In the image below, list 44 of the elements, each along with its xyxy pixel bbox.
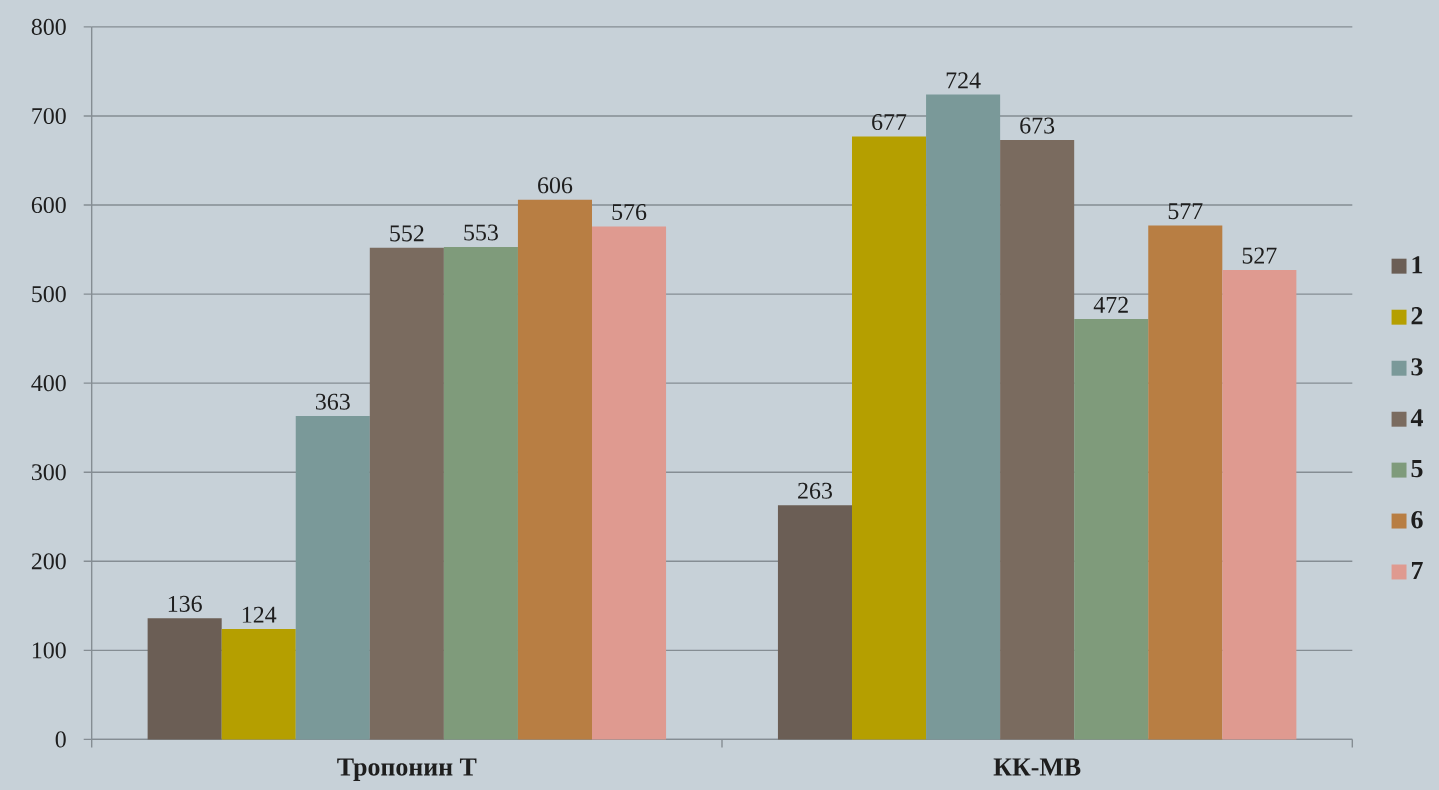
y-tick-label: 700	[32, 107, 66, 124]
data-label: 136	[168, 595, 202, 612]
x-tick-label: КК-МВ	[993, 758, 1081, 776]
data-label: 363	[316, 393, 350, 410]
data-label: 606	[538, 177, 573, 194]
bar	[852, 136, 927, 740]
data-label: 724	[946, 72, 981, 89]
data-label: 576	[612, 203, 647, 220]
legend-label: 4	[1410, 409, 1423, 427]
legend-label: 2	[1411, 306, 1423, 325]
data-label: 124	[242, 606, 277, 623]
y-tick-label: 400	[31, 374, 66, 392]
data-label: 677	[872, 113, 907, 130]
data-label: 577	[1168, 203, 1203, 220]
legend-label: 6	[1411, 510, 1423, 529]
data-label: 527	[1242, 247, 1277, 264]
bar	[1222, 269, 1297, 740]
bar	[369, 247, 444, 740]
bar	[777, 505, 852, 740]
data-label: 553	[464, 224, 498, 241]
legend-label: 5	[1411, 459, 1423, 478]
y-tick-label: 500	[32, 285, 66, 303]
data-label: 263	[798, 482, 832, 499]
data-label: 472	[1093, 296, 1128, 313]
y-tick-label: 300	[31, 464, 66, 481]
y-tick-label: 600	[31, 196, 66, 213]
y-tick-label: 100	[32, 642, 66, 659]
bar	[1000, 139, 1075, 740]
bar	[592, 226, 667, 740]
data-label: 673	[1020, 117, 1055, 134]
bar	[221, 628, 296, 740]
y-tick-label: 200	[31, 553, 66, 570]
legend-label: 1	[1412, 256, 1423, 274]
legend-label: 7	[1411, 561, 1423, 579]
y-tick-label: 800	[31, 18, 66, 35]
x-tick-label: Тропонин Т	[337, 758, 477, 781]
bar	[1148, 225, 1223, 740]
bar	[443, 246, 518, 740]
bar	[517, 199, 592, 740]
bar	[147, 618, 222, 740]
y-tick-label: 0	[55, 731, 66, 748]
bar	[1074, 318, 1149, 740]
legend-label: 3	[1411, 358, 1423, 376]
data-label: 552	[390, 225, 424, 242]
